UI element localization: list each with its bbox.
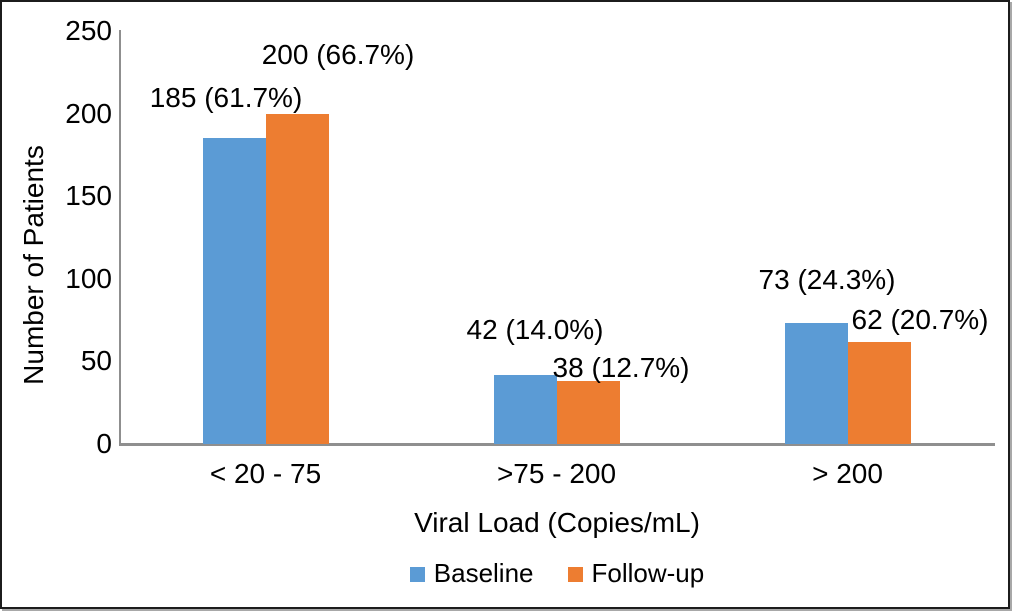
bar-follow-up-0: [265, 113, 329, 444]
bar-baseline-1: [493, 374, 557, 444]
bar-baseline-0: [202, 138, 266, 444]
legend-swatch-icon: [567, 567, 583, 582]
x-category-label-1: >75 - 200: [496, 458, 617, 489]
legend-item-baseline: Baseline: [409, 558, 534, 589]
data-label-baseline-2: 73 (24.3%): [758, 264, 896, 295]
data-label-follow-up-2: 62 (20.7%): [851, 304, 989, 335]
legend-label: Baseline: [433, 558, 534, 588]
bar-baseline-2: [784, 323, 848, 444]
bar-follow-up-2: [847, 341, 911, 444]
y-axis-line: [119, 30, 121, 445]
y-tick-label: 0: [96, 428, 112, 459]
legend: Baseline Follow-up: [120, 558, 994, 589]
y-tick-label: 150: [65, 180, 112, 212]
legend-swatch-icon: [409, 567, 425, 582]
y-tick-label: 50: [80, 345, 112, 377]
y-tick-label: 250: [65, 15, 112, 46]
data-label-follow-up-0: 200 (66.7%): [261, 39, 415, 70]
x-axis-title: Viral Load (Copies/mL): [414, 507, 700, 538]
data-label-follow-up-1: 38 (12.7%): [552, 352, 690, 383]
legend-label: Follow-up: [591, 558, 705, 588]
x-category-label-0: < 20 - 75: [209, 458, 322, 489]
x-axis-line: [119, 443, 995, 446]
y-tick-label: 200: [65, 97, 112, 129]
data-label-baseline-0: 185 (61.7%): [149, 82, 303, 113]
x-category-label-2: > 200: [812, 458, 883, 489]
legend-item-follow-up: Follow-up: [567, 558, 705, 589]
data-label-baseline-1: 42 (14.0%): [466, 314, 604, 345]
y-tick-label: 100: [65, 262, 112, 294]
bar-follow-up-1: [556, 381, 620, 444]
